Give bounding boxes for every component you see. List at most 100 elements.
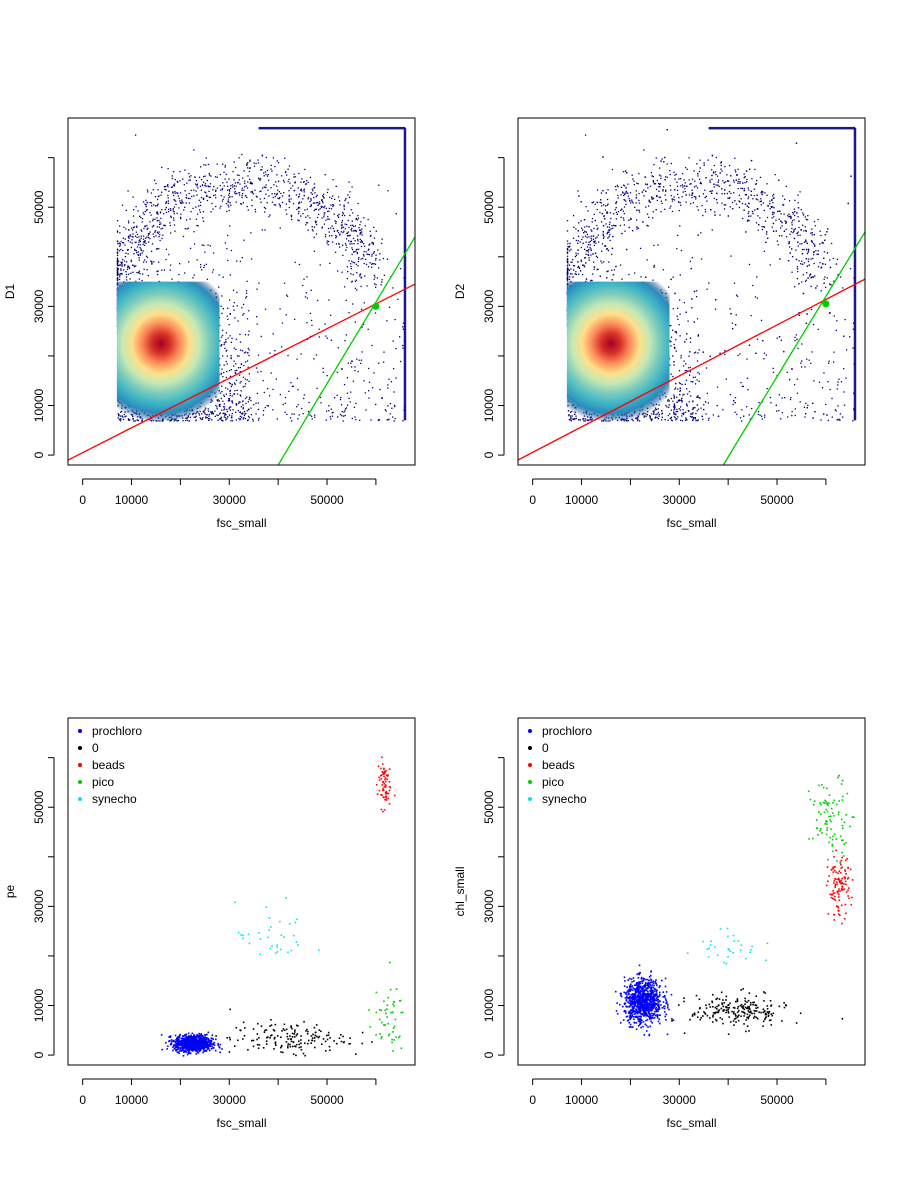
- data-point: [160, 228, 162, 230]
- data-point: [148, 233, 151, 235]
- data-point: [835, 263, 838, 265]
- data-point: [139, 244, 141, 246]
- data-point: [264, 229, 266, 231]
- data-point: [185, 194, 188, 196]
- data-point: [596, 224, 598, 227]
- data-point: [272, 409, 274, 411]
- data-point: [657, 418, 660, 420]
- data-point: [583, 420, 585, 422]
- data-point: [738, 206, 741, 209]
- data-point: [803, 230, 805, 232]
- data-point: [144, 259, 146, 261]
- data-point: [142, 212, 144, 214]
- data-point: [116, 248, 119, 250]
- data-point: [743, 189, 746, 192]
- data-point: [143, 244, 146, 246]
- data-point: [224, 387, 227, 389]
- data-point: [247, 419, 249, 422]
- data-point: [701, 415, 703, 418]
- data-point: [648, 199, 650, 201]
- data-point: [655, 157, 657, 159]
- data-point: [704, 208, 706, 211]
- data-point: [330, 208, 333, 210]
- data-point: [596, 228, 598, 230]
- plot-area: [518, 126, 865, 465]
- data-point: [671, 200, 674, 202]
- data-point: [204, 409, 206, 411]
- data-point: [624, 170, 627, 172]
- data-point: [217, 400, 219, 402]
- data-point: [372, 252, 375, 254]
- data-point: [839, 276, 842, 278]
- data-point: [214, 176, 217, 178]
- data-point: [747, 187, 749, 189]
- data-point: [356, 219, 359, 221]
- data-point: [684, 341, 686, 343]
- data-point: [343, 383, 346, 386]
- data-point: [211, 419, 213, 421]
- data-point: [781, 235, 783, 237]
- data-point: [802, 212, 804, 214]
- data-point: [659, 183, 662, 185]
- data-point: [793, 211, 796, 213]
- data-point: [229, 196, 231, 198]
- data-point: [607, 231, 609, 234]
- data-point: [220, 345, 222, 347]
- data-point: [167, 184, 169, 186]
- data-point: [332, 204, 335, 206]
- data-point: [228, 398, 231, 400]
- data-point: [775, 219, 777, 221]
- data-point: [692, 400, 694, 403]
- data-point: [161, 269, 163, 271]
- data-point: [747, 197, 749, 200]
- data-point: [672, 400, 674, 402]
- data-point: [136, 246, 139, 248]
- data-point: [583, 226, 586, 228]
- data-point: [666, 163, 668, 165]
- data-point: [360, 258, 362, 260]
- data-point: [717, 179, 720, 181]
- data-point: [360, 232, 362, 234]
- green-gate-line: [277, 236, 415, 465]
- data-point: [277, 162, 280, 164]
- data-point: [575, 252, 577, 254]
- data-point: [139, 272, 141, 275]
- data-point: [745, 193, 747, 196]
- data-point: [375, 230, 377, 232]
- data-point: [318, 209, 320, 211]
- data-point: [144, 225, 146, 227]
- data-point: [801, 281, 803, 283]
- data-point: [766, 216, 769, 219]
- data-point: [238, 401, 240, 403]
- data-point: [782, 203, 784, 206]
- data-point: [250, 182, 253, 184]
- data-point: [284, 171, 287, 174]
- data-point: [392, 340, 394, 342]
- data-point: [228, 209, 230, 212]
- data-point: [186, 228, 188, 230]
- data-point: [231, 420, 234, 422]
- data-point: [697, 371, 699, 374]
- data-point: [765, 233, 768, 235]
- data-point: [569, 276, 571, 278]
- data-point: [748, 189, 750, 191]
- data-point: [393, 367, 395, 370]
- data-point: [661, 412, 664, 414]
- data-point: [746, 406, 748, 408]
- data-point: [826, 252, 829, 254]
- data-point: [140, 229, 142, 231]
- data-point: [301, 178, 303, 180]
- data-point: [217, 414, 219, 417]
- data-point: [607, 270, 609, 272]
- data-point: [190, 175, 192, 177]
- data-point: [340, 368, 343, 370]
- data-point: [788, 200, 791, 202]
- data-point: [306, 222, 309, 224]
- data-point: [798, 311, 800, 314]
- data-point: [200, 266, 202, 268]
- data-point: [355, 218, 357, 221]
- data-point: [375, 254, 377, 256]
- data-point: [702, 418, 704, 420]
- data-point: [147, 191, 149, 193]
- data-point: [129, 419, 131, 421]
